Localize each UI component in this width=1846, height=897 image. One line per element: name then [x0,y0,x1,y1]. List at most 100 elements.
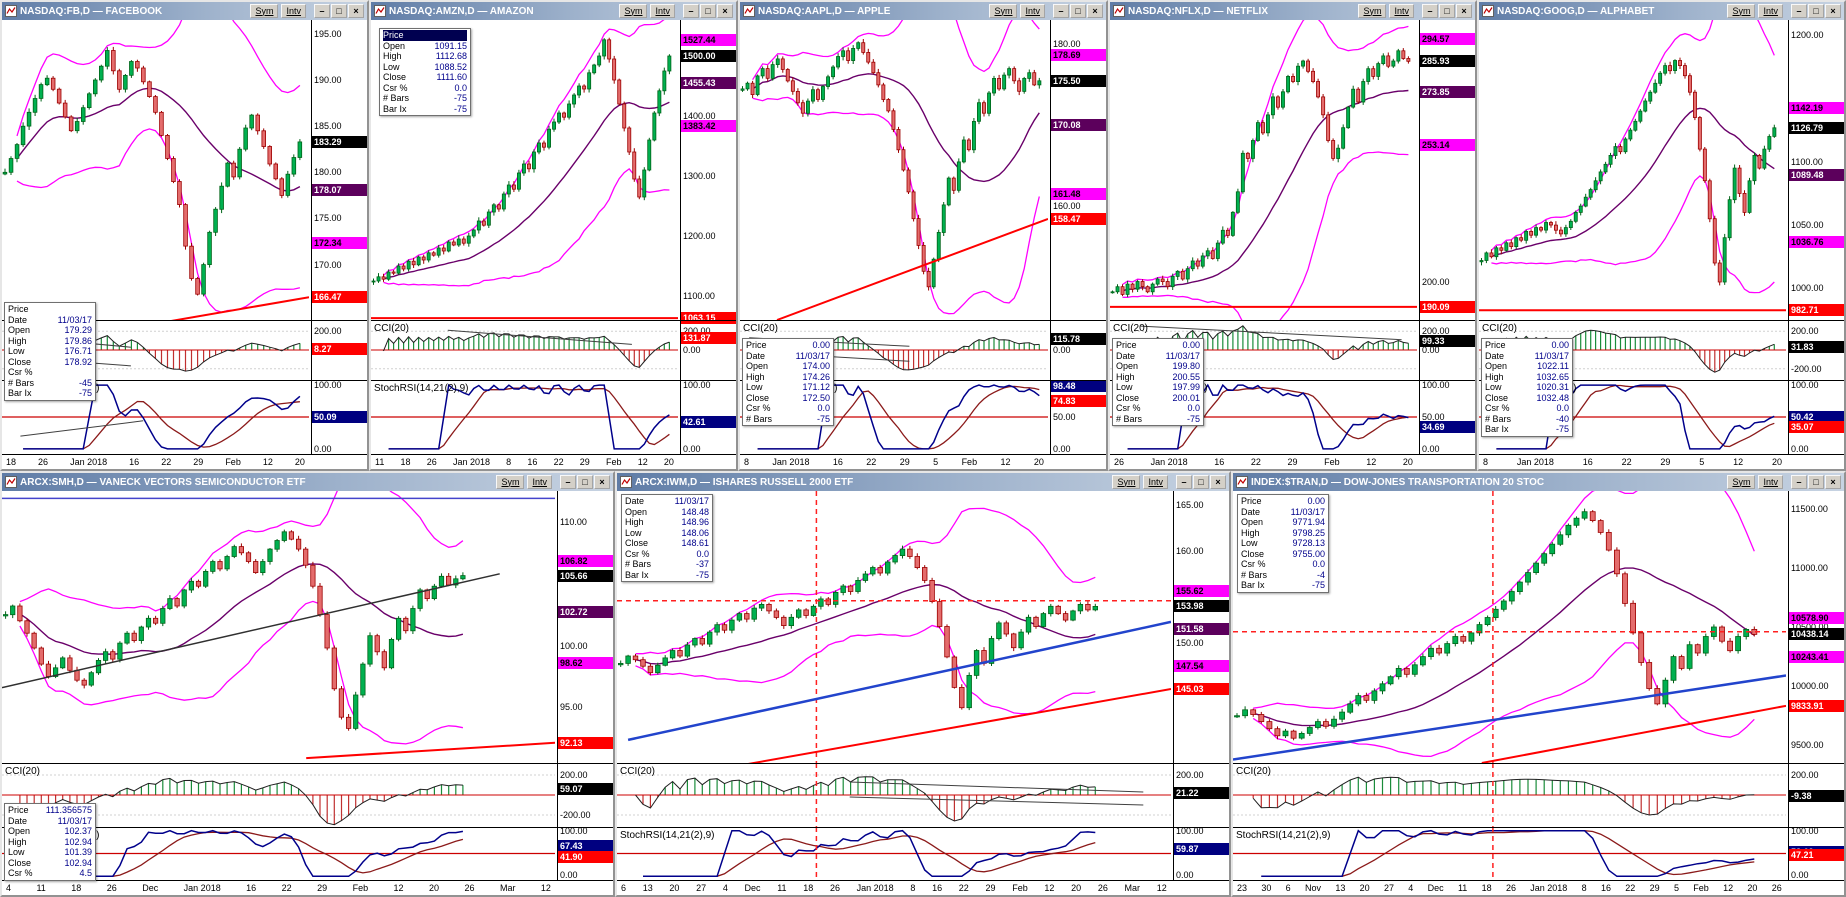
close-button[interactable]: × [1825,475,1841,489]
minimize-button[interactable]: – [560,475,576,489]
title-bar[interactable]: NASDAQ:AAPL,D — APPLE Sym Intv – □ × [740,2,1106,20]
cci-pane[interactable] [617,763,1171,827]
minimize-button[interactable]: – [1791,4,1807,18]
title-bar[interactable]: NASDAQ:GOOG,D — ALPHABET Sym Intv – □ × [1479,2,1844,20]
pane-divider[interactable] [2,763,613,764]
minimize-button[interactable]: – [1053,4,1069,18]
minimize-button[interactable]: – [1422,4,1438,18]
interval-button[interactable]: Intv [1758,475,1783,489]
maximize-button[interactable]: □ [1193,475,1209,489]
price-pane[interactable] [2,491,555,763]
sym-button[interactable]: Sym [619,4,648,18]
maximize-button[interactable]: □ [1808,4,1824,18]
maximize-button[interactable]: □ [700,4,716,18]
pane-divider[interactable] [740,380,1106,381]
price-pane[interactable] [2,20,309,320]
minimize-button[interactable]: – [314,4,330,18]
price-pane[interactable] [740,20,1048,320]
pane-divider[interactable] [1233,827,1844,828]
sym-button[interactable]: Sym [1727,4,1756,18]
close-button[interactable]: × [1210,475,1226,489]
interval-button[interactable]: Intv [1758,4,1783,18]
sym-button[interactable]: Sym [1358,4,1387,18]
interval-button[interactable]: Intv [1143,475,1168,489]
data-window[interactable]: Price Open 1091.15 High 1112.68 Low 1088.52 Clo… [379,28,471,116]
interval-button[interactable]: Intv [281,4,306,18]
pane-divider[interactable] [2,827,613,828]
pane-divider[interactable] [371,320,736,321]
date-tick: 12 [393,883,404,893]
pane-divider[interactable] [1110,320,1475,321]
title-bar[interactable]: NASDAQ:AMZN,D — AMAZON Sym Intv – □ × [371,2,736,20]
window-title: NASDAQ:NFLX,D — NETFLIX [1128,5,1268,17]
maximize-button[interactable]: □ [1808,475,1824,489]
sym-button[interactable]: Sym [1112,475,1141,489]
info-value: 0.0 [817,403,830,413]
title-bar[interactable]: ARCX:IWM,D — ISHARES RUSSELL 2000 ETF Sym… [617,473,1229,491]
maximize-button[interactable]: □ [577,475,593,489]
cci-tick: -200.00 [1791,364,1822,374]
close-button[interactable]: × [348,4,364,18]
data-window[interactable]: Price 0.00 Date 11/03/17 Open 9771.94 High 9798… [1237,494,1329,593]
title-bar[interactable]: INDEX:$TRAN,D — DOW-JONES TRANSPORTATION… [1233,473,1844,491]
pane-divider[interactable] [740,320,1106,321]
data-window[interactable]: Date 11/03/17 Open 148.48 High 148.96 Low 148.0… [621,494,713,582]
pane-divider[interactable] [2,380,367,381]
cci-pane[interactable] [1233,763,1786,827]
sym-button[interactable]: Sym [989,4,1018,18]
data-window[interactable]: Price 111.356575 Date 11/03/17 Open 102.37 Hig… [4,803,96,881]
pane-divider[interactable] [1479,380,1844,381]
pane-divider[interactable] [1233,763,1844,764]
date-tick: 29 [1649,883,1660,893]
close-button[interactable]: × [1087,4,1103,18]
maximize-button[interactable]: □ [1439,4,1455,18]
pane-divider[interactable] [2,320,367,321]
axis-badge: 166.47 [312,291,367,303]
sym-button[interactable]: Sym [496,475,525,489]
date-tick: 20 [1359,883,1370,893]
maximize-button[interactable]: □ [1070,4,1086,18]
interval-button[interactable]: Intv [1389,4,1414,18]
sym-button[interactable]: Sym [1727,475,1756,489]
data-window[interactable]: Price Date 11/03/17 Open 179.29 High 179.86 Low… [4,302,96,401]
cci-pane[interactable] [371,320,678,380]
info-label: Low [1485,382,1502,392]
data-window[interactable]: Price 0.00 Date 11/03/17 Open 199.80 High 200.5… [1112,338,1204,426]
stochrsi-pane[interactable] [1233,827,1786,880]
interval-button[interactable]: Intv [650,4,675,18]
minimize-button[interactable]: – [1791,475,1807,489]
axis-badge: 1063.15 [681,312,736,324]
info-row: High 179.86 [8,336,92,347]
data-window[interactable]: Price 0.00 Date 11/03/17 Open 174.00 High 174.2… [742,338,834,426]
price-pane[interactable] [1479,20,1786,320]
close-button[interactable]: × [1456,4,1472,18]
pane-divider[interactable] [617,827,1229,828]
window-title: ARCX:IWM,D — ISHARES RUSSELL 2000 ETF [635,476,854,488]
interval-button[interactable]: Intv [527,475,552,489]
pane-divider[interactable] [371,380,736,381]
close-button[interactable]: × [594,475,610,489]
info-row: Csr % 4.5 [8,868,92,879]
interval-button[interactable]: Intv [1020,4,1045,18]
info-label: High [1241,527,1260,538]
maximize-button[interactable]: □ [331,4,347,18]
minimize-button[interactable]: – [683,4,699,18]
pane-divider[interactable] [1479,320,1844,321]
close-button[interactable]: × [717,4,733,18]
price-pane[interactable] [1110,20,1417,320]
sym-button[interactable]: Sym [250,4,279,18]
stochrsi-pane[interactable] [371,380,678,454]
cci-tick: 200.00 [314,326,342,336]
pane-divider[interactable] [1110,380,1475,381]
title-bar[interactable]: ARCX:SMH,D — VANECK VECTORS SEMICONDUCTO… [2,473,613,491]
date-tick: 16 [832,457,843,467]
data-window[interactable]: Price 0.00 Date 11/03/17 Open 1022.11 High 1032… [1481,338,1573,437]
info-row: Csr % 0.0 [625,549,709,560]
minimize-button[interactable]: – [1176,475,1192,489]
title-bar[interactable]: NASDAQ:FB,D — FACEBOOK Sym Intv – □ × [2,2,367,20]
close-button[interactable]: × [1825,4,1841,18]
info-value: 11/03/17 [1290,506,1325,517]
title-bar[interactable]: NASDAQ:NFLX,D — NETFLIX Sym Intv – □ × [1110,2,1475,20]
pane-divider[interactable] [617,763,1229,764]
stochrsi-pane[interactable] [617,827,1171,880]
